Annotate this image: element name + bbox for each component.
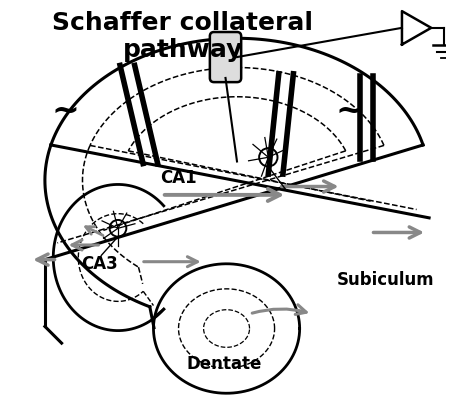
Text: CA3: CA3 [81, 255, 118, 273]
Text: ~: ~ [52, 95, 80, 128]
FancyBboxPatch shape [210, 32, 241, 82]
Text: Subiculum: Subiculum [337, 272, 434, 290]
Text: CA1: CA1 [160, 169, 197, 187]
Text: Schaffer collateral
pathway: Schaffer collateral pathway [52, 11, 313, 62]
Text: ~: ~ [336, 95, 364, 128]
Text: Dentate: Dentate [187, 355, 262, 373]
